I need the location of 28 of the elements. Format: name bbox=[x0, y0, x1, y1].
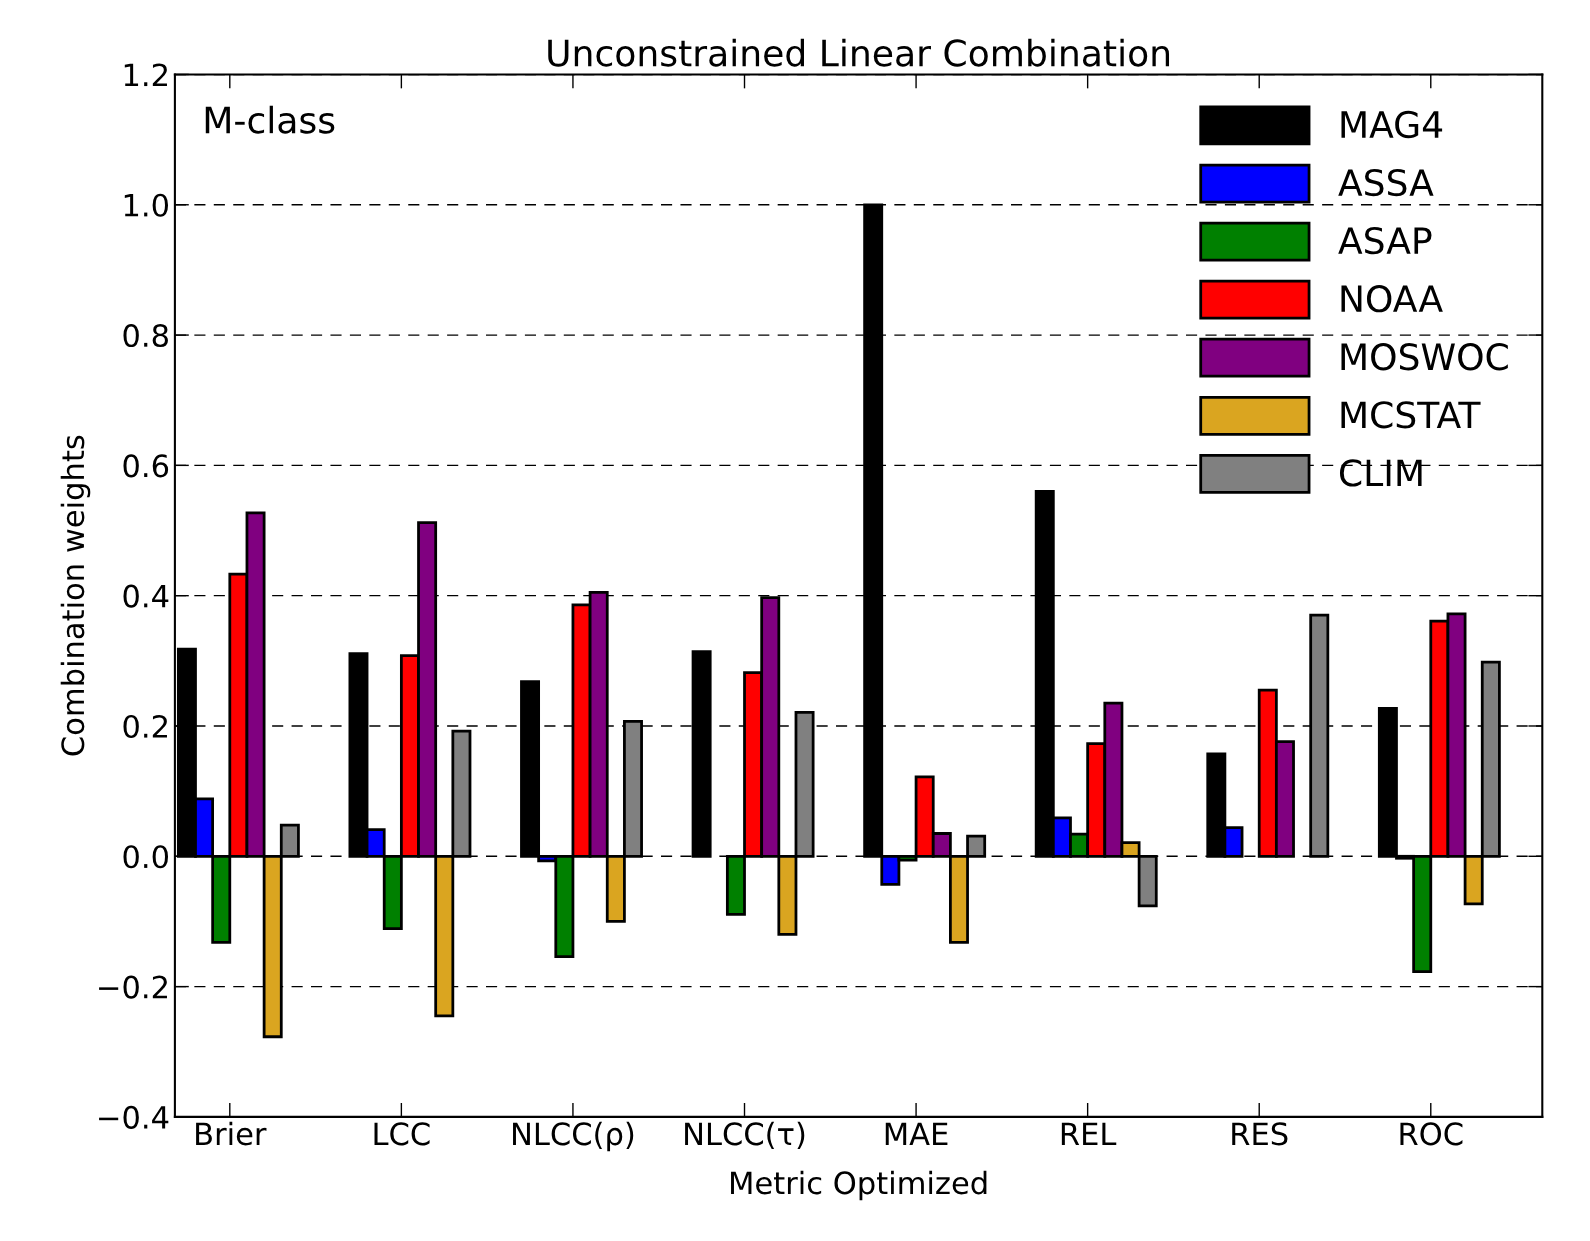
x-tick-label: NLCC(ρ) bbox=[513, 1121, 634, 1152]
y-tick-label: 0.4 bbox=[123, 584, 169, 608]
y-tick-label: 1.2 bbox=[124, 63, 167, 87]
legend-label: CLIM bbox=[1339, 459, 1422, 487]
x-axis-title: Metric Optimized bbox=[731, 1170, 987, 1201]
legend-label: NOAA bbox=[1341, 285, 1443, 313]
y-tick-label: −0.2 bbox=[99, 975, 167, 999]
annotation: M-class bbox=[205, 105, 335, 134]
x-tick-label: REL bbox=[1061, 1122, 1117, 1145]
legend-label: MOSWOC bbox=[1341, 343, 1508, 371]
y-tick-label: 1.0 bbox=[124, 193, 169, 217]
legend-label: MCSTAT bbox=[1341, 401, 1481, 429]
x-tick-label: ROC bbox=[1400, 1122, 1463, 1146]
x-tick-label: NLCC(τ) bbox=[685, 1121, 805, 1150]
chart-title: Unconstrained Linear Combination bbox=[548, 38, 1170, 67]
y-tick-label: 0.0 bbox=[123, 845, 169, 869]
legend-label: MAG4 bbox=[1341, 110, 1443, 139]
y-tick-label: 0.8 bbox=[123, 324, 168, 348]
x-tick-label: RES bbox=[1232, 1122, 1288, 1146]
y-tick-label: 0.2 bbox=[123, 714, 167, 739]
y-tick-label: −0.4 bbox=[99, 1105, 169, 1129]
legend-label: ASSA bbox=[1338, 168, 1434, 197]
x-tick-label: LCC bbox=[374, 1122, 430, 1146]
legend-label: ASAP bbox=[1338, 226, 1432, 255]
x-tick-label: MAE bbox=[885, 1122, 948, 1145]
x-tick-label: Brier bbox=[196, 1121, 267, 1146]
y-axis-title: Combination weights bbox=[60, 435, 91, 756]
y-tick-label: 0.6 bbox=[123, 454, 169, 478]
